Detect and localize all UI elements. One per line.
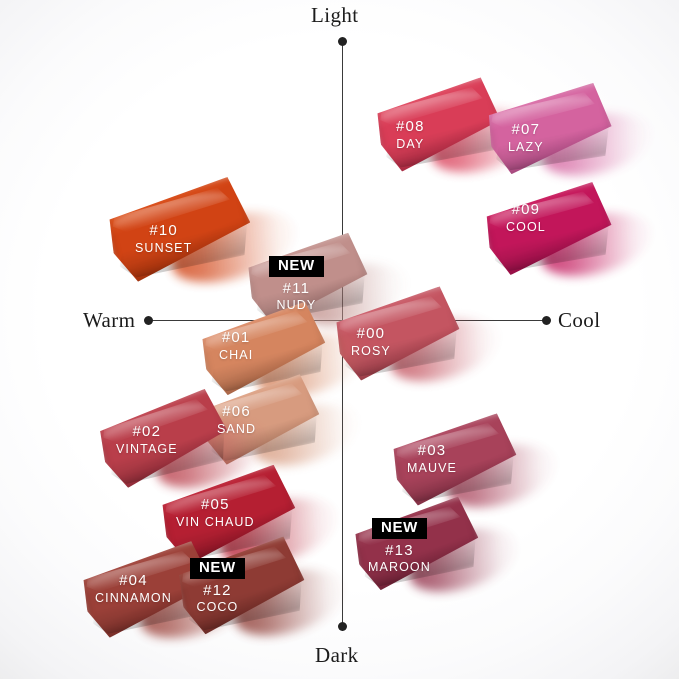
shade-swatch[interactable] (349, 494, 485, 593)
swatch-color-fill (483, 81, 617, 177)
swatch-stroke (349, 494, 485, 593)
swatch-color-fill (102, 174, 257, 285)
shade-swatch[interactable] (102, 174, 257, 285)
axis-label-light: Light (311, 3, 359, 27)
shade-swatch[interactable] (483, 81, 617, 177)
swatch-color-fill (387, 411, 522, 509)
axis-label-cool: Cool (558, 308, 601, 332)
swatch-stroke (483, 81, 617, 177)
axis-endpoint-dot-dark (338, 622, 347, 631)
axis-label-dark: Dark (315, 643, 359, 667)
shade-swatch[interactable] (481, 180, 618, 278)
axis-endpoint-dot-light (338, 37, 347, 46)
axis-label-warm: Warm (83, 308, 136, 332)
shade-swatch[interactable] (93, 386, 235, 492)
shade-swatch[interactable] (387, 411, 522, 509)
swatch-stroke (93, 386, 235, 492)
axis-endpoint-dot-cool (542, 316, 551, 325)
swatch-color-fill (93, 386, 235, 492)
swatch-color-fill (481, 180, 618, 278)
swatch-color-fill (349, 494, 485, 593)
swatch-stroke (481, 180, 618, 278)
swatch-stroke (102, 174, 257, 285)
swatch-stroke (387, 411, 522, 509)
axis-endpoint-dot-warm (144, 316, 153, 325)
